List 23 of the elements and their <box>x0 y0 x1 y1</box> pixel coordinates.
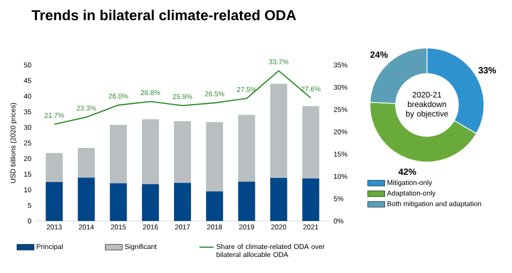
bar <box>110 124 127 184</box>
bar <box>142 184 159 221</box>
data-label: 42% <box>398 168 416 175</box>
bar <box>270 178 288 221</box>
bar <box>78 178 95 221</box>
chart-title: Trends in bilateral climate-related ODA <box>32 10 296 20</box>
data-label: 33% <box>478 67 496 74</box>
text: 2020-21 breakdown by objective <box>406 92 448 118</box>
bar <box>78 148 95 178</box>
bar <box>142 119 159 184</box>
bar <box>46 152 63 182</box>
bar <box>302 106 320 179</box>
bar <box>110 183 127 221</box>
bar <box>238 182 256 221</box>
bar <box>174 121 191 183</box>
bar <box>270 84 288 178</box>
bar <box>46 182 63 221</box>
bar <box>206 191 224 221</box>
bar <box>174 182 191 221</box>
bar <box>238 114 256 182</box>
bar <box>206 122 224 192</box>
data-label: 24% <box>370 51 388 58</box>
bar <box>302 178 320 221</box>
